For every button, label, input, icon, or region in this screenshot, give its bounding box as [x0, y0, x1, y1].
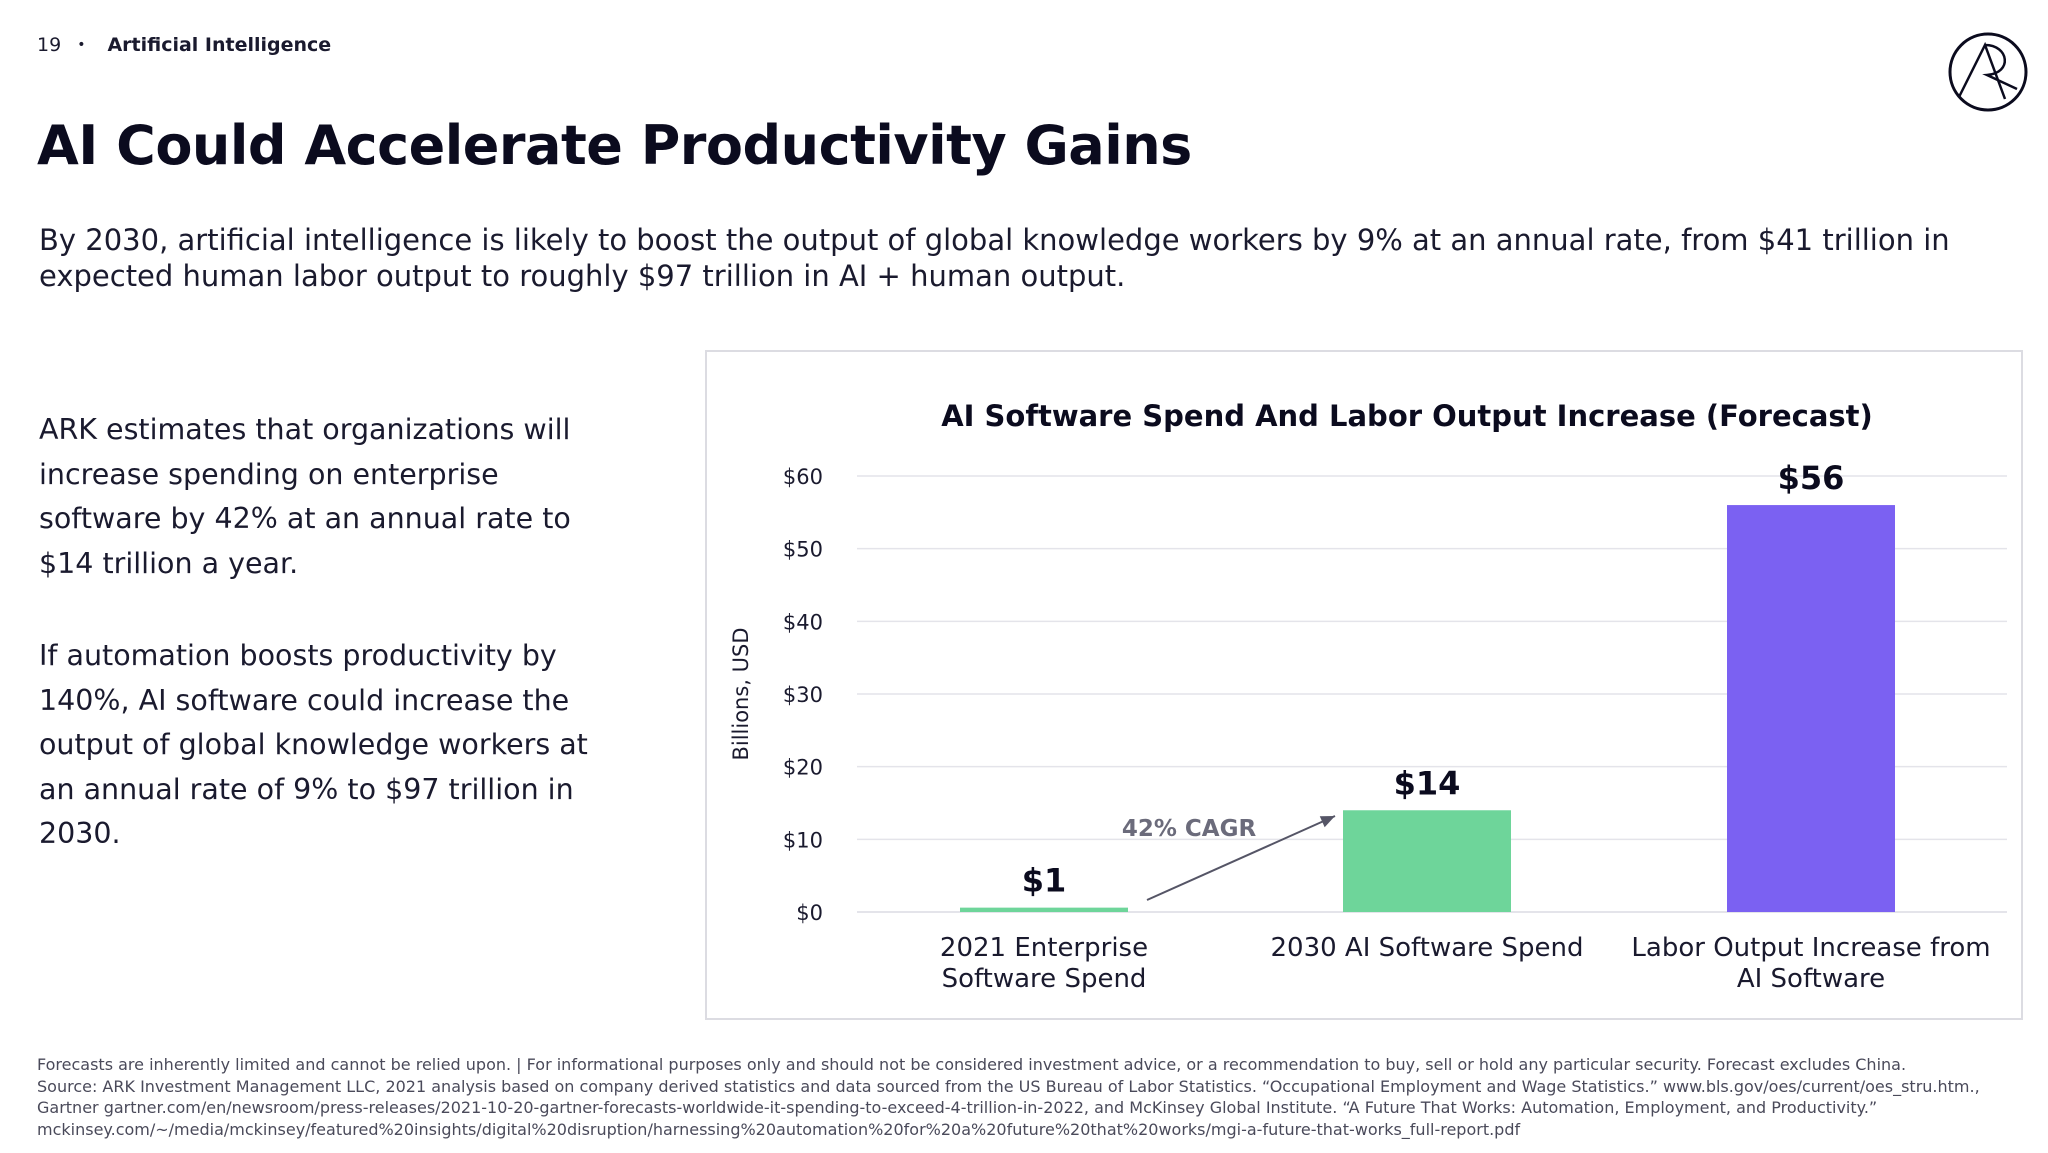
- page-title: AI Could Accelerate Productivity Gains: [37, 114, 1192, 177]
- x-tick-label: AI Software: [1737, 964, 1885, 994]
- bar-value-label: $14: [1394, 764, 1461, 802]
- footer-line-3: Gartner gartner.com/en/newsroom/press-re…: [37, 1098, 1878, 1117]
- ark-logo-icon: [1948, 32, 2028, 112]
- x-tick-label: Software Spend: [942, 964, 1147, 994]
- y-tick-label: $0: [796, 901, 823, 925]
- section-label: Artificial Intelligence: [107, 34, 332, 56]
- body-paragraph-1: ARK estimates that organizations will in…: [39, 413, 571, 580]
- y-tick-label: $10: [783, 828, 823, 852]
- y-tick-label: $50: [783, 538, 823, 562]
- bar-value-label: $1: [1022, 862, 1067, 900]
- footer-line-2: Source: ARK Investment Management LLC, 2…: [37, 1076, 1980, 1096]
- y-axis-label: Billions, USD: [729, 627, 753, 760]
- y-tick-label: $30: [783, 683, 823, 707]
- page-subtitle: By 2030, artificial intelligence is like…: [39, 223, 1950, 293]
- bar-value-label: $56: [1778, 459, 1845, 497]
- y-tick-label: $20: [783, 756, 823, 780]
- cagr-annotation: 42% CAGR: [1122, 816, 1257, 842]
- cagr-arrow-head: [1319, 816, 1335, 828]
- footer-line-4: mckinsey.com/~/media/mckinsey/featured%2…: [37, 1119, 1521, 1139]
- bar: [1343, 810, 1511, 912]
- x-tick-label: Labor Output Increase from: [1631, 933, 1990, 963]
- x-tick-label: 2030 AI Software Spend: [1270, 933, 1583, 963]
- page-header: 19 • Artificial Intelligence: [37, 34, 331, 56]
- y-tick-label: $60: [783, 465, 823, 489]
- body-text: ARK estimates that organizations will in…: [39, 408, 599, 857]
- header-separator: •: [77, 37, 86, 53]
- chart-container: AI Software Spend And Labor Output Incre…: [705, 350, 2023, 1020]
- x-tick-label: 2021 Enterprise: [940, 933, 1148, 963]
- page-number: 19: [37, 34, 62, 56]
- bar-chart: AI Software Spend And Labor Output Incre…: [729, 399, 2007, 994]
- bar: [960, 907, 1128, 912]
- y-tick-label: $40: [783, 610, 823, 634]
- bar: [1727, 505, 1895, 912]
- chart-title: AI Software Spend And Labor Output Incre…: [941, 399, 1873, 433]
- footer-notes: Forecasts are inherently limited and can…: [37, 1054, 2027, 1140]
- cagr-arrow-line: [1146, 815, 1336, 901]
- body-paragraph-2: If automation boosts productivity by 140…: [39, 639, 588, 850]
- footer-line-1: Forecasts are inherently limited and can…: [37, 1055, 1907, 1074]
